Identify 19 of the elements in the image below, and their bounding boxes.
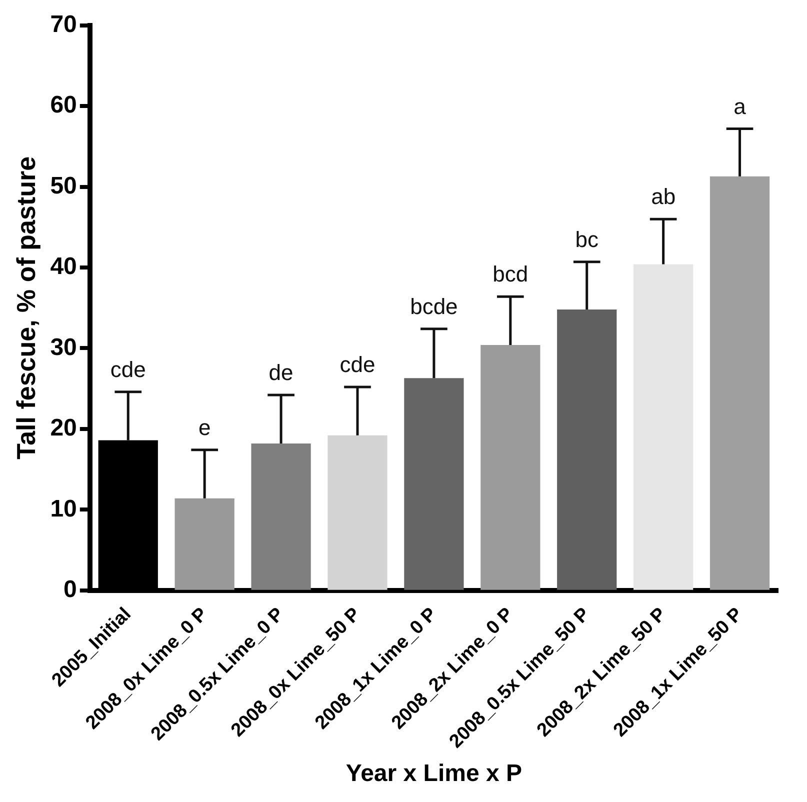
annotation: bcde	[410, 294, 458, 319]
x-axis-title: Year x Lime x P	[346, 760, 522, 788]
annotation: de	[268, 360, 294, 386]
annotation: cde	[110, 356, 146, 382]
y-tick-label: 40	[50, 253, 77, 280]
annotation: a	[734, 94, 747, 119]
y-tick-label: 30	[50, 334, 77, 361]
annotation: bcd	[492, 262, 528, 287]
annotation: bc	[575, 226, 598, 252]
y-tick-label: 0	[64, 576, 77, 603]
y-tick-label: 50	[50, 172, 77, 200]
y-tick-label: 70	[50, 11, 77, 38]
annotation: e	[198, 415, 211, 440]
annotation: ab	[651, 184, 676, 210]
y-tick-label: 20	[50, 414, 77, 442]
annotation: cde	[340, 352, 376, 378]
y-tick-label: 10	[50, 495, 77, 522]
y-tick-label: 60	[50, 92, 77, 119]
y-axis-title: Tall fescue, % of pasture	[10, 156, 41, 460]
